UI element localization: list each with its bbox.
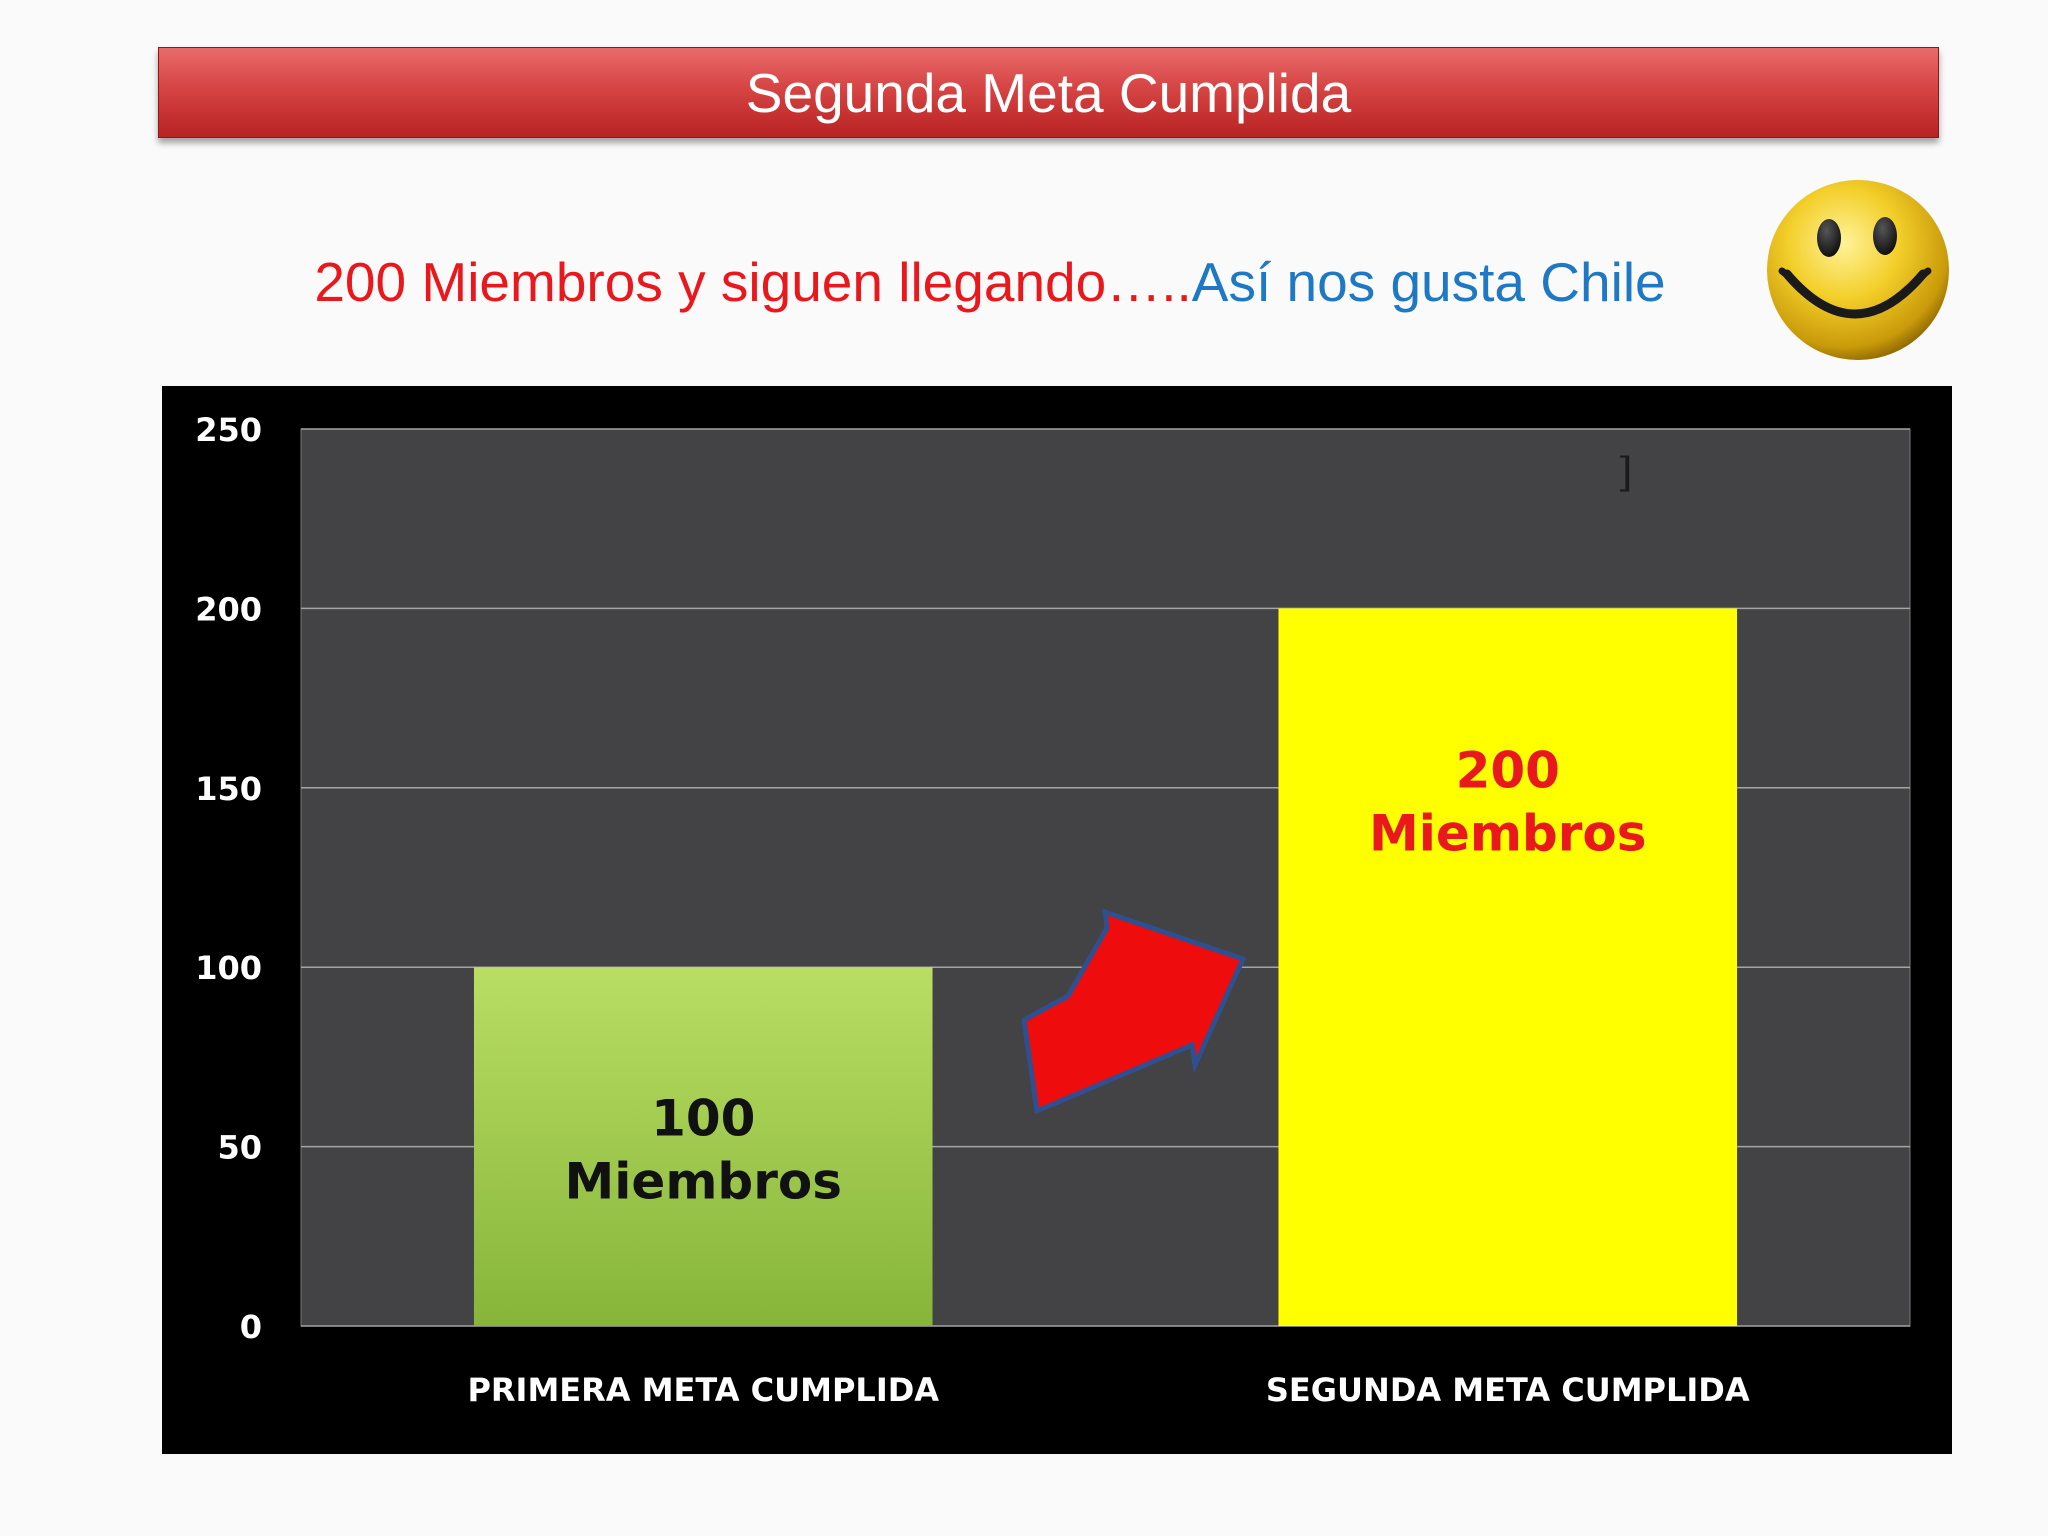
y-tick-label: 150 xyxy=(195,770,262,808)
y-tick-label: 200 xyxy=(195,590,262,628)
y-tick-label: 0 xyxy=(240,1308,262,1346)
bar-data-label: 200 xyxy=(1456,742,1560,800)
y-tick-label: 250 xyxy=(195,411,262,449)
red-arrow-up-right-icon xyxy=(1021,908,1247,1115)
y-tick-label: 100 xyxy=(195,949,262,987)
x-axis: PRIMERA META CUMPLIDA SEGUNDA META CUMPLI… xyxy=(467,1371,1749,1409)
x-tick-label: SEGUNDA META CUMPLIDA xyxy=(1266,1371,1750,1409)
slide-title: Segunda Meta Cumplida xyxy=(745,61,1352,124)
subtitle-red-text: 200 Miembros y siguen llegando….. xyxy=(314,251,1192,313)
bar-data-label: 100 xyxy=(651,1090,755,1148)
bar-2 xyxy=(1278,608,1738,1326)
chart-annotation-mark: ] xyxy=(1617,450,1633,496)
slide-subtitle: 200 Miembros y siguen llegando…..Así nos… xyxy=(160,250,1820,314)
bar-chart: 0 50 100 150 200 250 100 Miembros 200 Miembros P… xyxy=(162,386,1952,1454)
smiley-face-icon xyxy=(1765,178,1951,362)
bar-data-label: Miembros xyxy=(565,1153,842,1211)
y-tick-label: 50 xyxy=(217,1129,262,1167)
x-tick-label: PRIMERA META CUMPLIDA xyxy=(467,1371,939,1409)
bar-data-label: Miembros xyxy=(1369,805,1646,863)
bar-1 xyxy=(473,967,933,1326)
y-axis: 0 50 100 150 200 250 xyxy=(195,411,262,1346)
subtitle-blue-text: Así nos gusta Chile xyxy=(1191,251,1666,313)
slide-title-banner: Segunda Meta Cumplida xyxy=(158,47,1939,138)
